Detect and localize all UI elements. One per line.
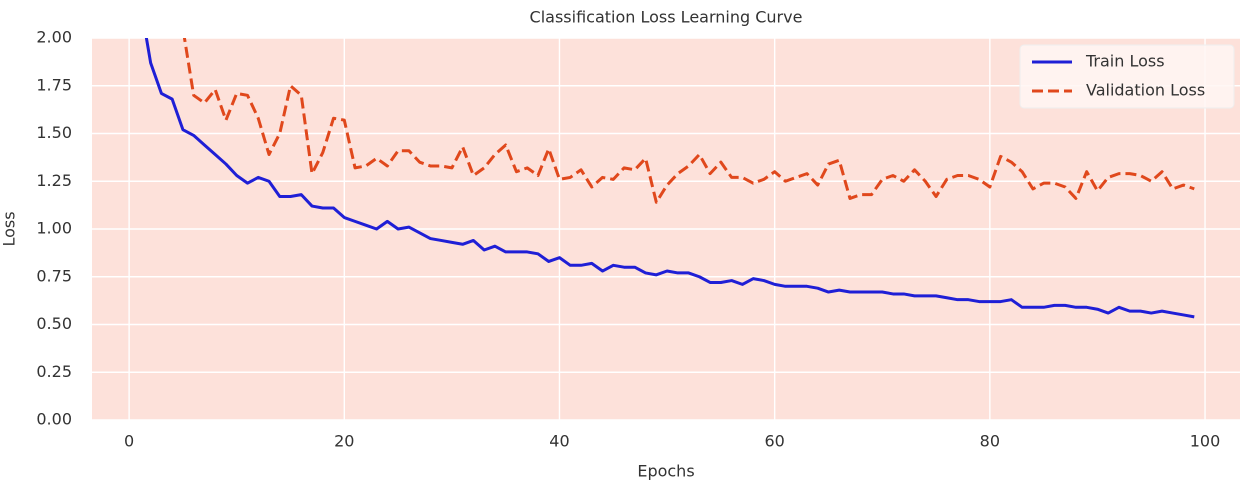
y-tick-label: 0.00 — [36, 410, 72, 429]
y-tick-label: 0.50 — [36, 314, 72, 333]
y-tick-label: 0.25 — [36, 362, 72, 381]
x-tick-label: 80 — [980, 432, 1000, 451]
x-tick-label: 40 — [549, 432, 569, 451]
x-axis-label: Epochs — [637, 462, 694, 481]
legend-label: Validation Loss — [1086, 81, 1205, 100]
x-tick-label: 0 — [124, 432, 134, 451]
y-tick-label: 0.75 — [36, 266, 72, 285]
y-tick-label: 1.25 — [36, 171, 72, 190]
legend-label: Train Loss — [1085, 52, 1165, 71]
x-tick-label: 100 — [1190, 432, 1221, 451]
series-line — [182, 38, 1195, 204]
x-tick-label: 60 — [764, 432, 784, 451]
y-axis-label: Loss — [0, 211, 19, 246]
series-line — [144, 38, 1195, 319]
y-tick-label: 2.00 — [36, 28, 72, 47]
x-tick-label: 20 — [334, 432, 354, 451]
legend-box — [1019, 44, 1235, 109]
y-tick-label: 1.00 — [36, 219, 72, 238]
chart-title: Classification Loss Learning Curve — [530, 8, 803, 27]
y-tick-label: 1.50 — [36, 123, 72, 142]
y-tick-label: 1.75 — [36, 75, 72, 94]
